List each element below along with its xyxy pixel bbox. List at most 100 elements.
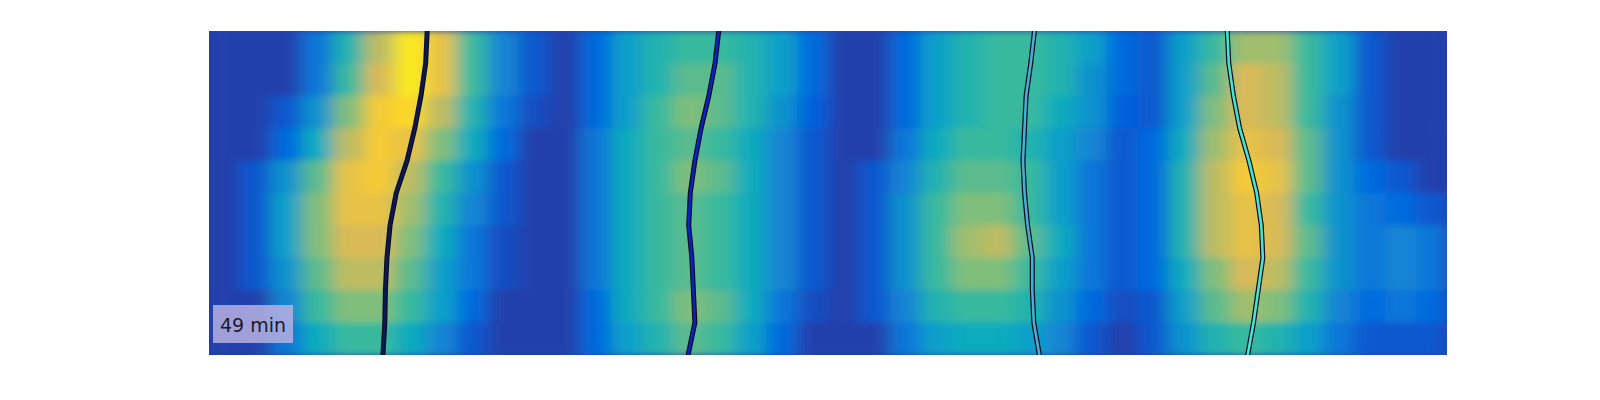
heatmap-cell bbox=[488, 63, 520, 96]
heatmap-cell bbox=[580, 161, 612, 194]
heatmap-cell bbox=[611, 161, 643, 194]
heatmap-cell bbox=[1045, 31, 1077, 64]
heatmap-cell bbox=[580, 31, 612, 64]
heatmap-cell bbox=[1138, 258, 1170, 291]
heatmap-cell bbox=[1292, 290, 1324, 323]
heatmap-cell bbox=[549, 63, 581, 96]
heatmap-cell bbox=[549, 323, 581, 355]
heatmap-cell bbox=[426, 63, 458, 96]
heatmap-cell bbox=[1385, 128, 1417, 161]
heatmap-cell bbox=[519, 161, 551, 194]
heatmap-cell bbox=[1292, 193, 1324, 226]
heatmap-cell bbox=[1261, 225, 1293, 258]
heatmap-cell bbox=[580, 63, 612, 96]
heatmap-cell bbox=[952, 96, 984, 129]
heatmap-cell bbox=[209, 96, 241, 129]
heatmap-cell bbox=[1168, 258, 1200, 291]
heatmap-cell bbox=[766, 225, 798, 258]
heatmap-cell bbox=[766, 96, 798, 129]
heatmap-cell bbox=[1385, 258, 1417, 291]
heatmap-cell bbox=[921, 96, 953, 129]
heatmap-cell bbox=[766, 290, 798, 323]
heatmap-cell bbox=[828, 193, 860, 226]
heatmap-cell bbox=[1354, 128, 1386, 161]
heatmap-cell bbox=[457, 258, 489, 291]
heatmap-cell bbox=[735, 258, 767, 291]
heatmap-cell bbox=[859, 323, 891, 355]
heatmap-cell bbox=[704, 258, 736, 291]
heatmap-cell bbox=[1199, 96, 1231, 129]
heatmap-cell bbox=[426, 128, 458, 161]
heatmap-cell bbox=[859, 193, 891, 226]
heatmap-cell bbox=[611, 258, 643, 291]
heatmap-cell bbox=[735, 323, 767, 355]
heatmap-cell bbox=[828, 161, 860, 194]
heatmap-cell bbox=[735, 161, 767, 194]
heatmap-cell bbox=[549, 128, 581, 161]
heatmap-cell bbox=[983, 290, 1015, 323]
heatmap-cell bbox=[333, 63, 365, 96]
heatmap-cell bbox=[395, 225, 427, 258]
heatmap-cell bbox=[519, 31, 551, 64]
heatmap-cell bbox=[240, 63, 272, 96]
heatmap-cell bbox=[1261, 193, 1293, 226]
heatmap-cell bbox=[333, 290, 365, 323]
heatmap-cell bbox=[983, 193, 1015, 226]
heatmap-cell bbox=[983, 161, 1015, 194]
heatmap-cell bbox=[1045, 290, 1077, 323]
heatmap-cell bbox=[271, 193, 303, 226]
heatmap-cell bbox=[240, 258, 272, 291]
heatmap-cell bbox=[209, 161, 241, 194]
heatmap-cell bbox=[1323, 258, 1355, 291]
heatmap-cell bbox=[1323, 128, 1355, 161]
heatmap-cell bbox=[1107, 96, 1139, 129]
heatmap-cell bbox=[1416, 161, 1447, 194]
heatmap-cell bbox=[488, 323, 520, 355]
heatmap-cell bbox=[983, 323, 1015, 355]
heatmap-cell bbox=[921, 128, 953, 161]
heatmap-cell bbox=[549, 225, 581, 258]
heatmap-cell bbox=[1385, 290, 1417, 323]
heatmap-cell bbox=[1168, 96, 1200, 129]
heatmap-cell bbox=[642, 323, 674, 355]
heatmap-cell bbox=[735, 193, 767, 226]
heatmap-cell bbox=[519, 63, 551, 96]
heatmap-cell bbox=[797, 128, 829, 161]
heatmap-cell bbox=[271, 63, 303, 96]
heatmap-cell bbox=[642, 63, 674, 96]
heatmap-cell bbox=[209, 193, 241, 226]
heatmap-cell bbox=[1323, 323, 1355, 355]
trace-line bbox=[1227, 31, 1263, 355]
heatmap-cell bbox=[302, 225, 334, 258]
heatmap-cell bbox=[302, 290, 334, 323]
heatmap-cell bbox=[1107, 193, 1139, 226]
plot-area bbox=[209, 31, 1447, 355]
heatmap-cell bbox=[890, 258, 922, 291]
heatmap-cell bbox=[1168, 128, 1200, 161]
heatmap-cell bbox=[828, 290, 860, 323]
heatmap-cell bbox=[983, 31, 1015, 64]
heatmap-cell bbox=[1107, 63, 1139, 96]
heatmap-cell bbox=[1045, 323, 1077, 355]
heatmap-cell bbox=[1107, 258, 1139, 291]
heatmap-cell bbox=[797, 31, 829, 64]
heatmap-cell bbox=[457, 31, 489, 64]
heatmap-cell bbox=[890, 323, 922, 355]
heatmap-cell bbox=[797, 258, 829, 291]
heatmap-cell bbox=[488, 31, 520, 64]
heatmap-cell bbox=[642, 290, 674, 323]
heatmap-cell bbox=[921, 31, 953, 64]
heatmap-cell bbox=[426, 161, 458, 194]
trace-line bbox=[688, 31, 719, 355]
heatmap-cell bbox=[859, 63, 891, 96]
heatmap-cell bbox=[1076, 193, 1108, 226]
heatmap-cell bbox=[704, 128, 736, 161]
heatmap-cell bbox=[426, 193, 458, 226]
heatmap-cell bbox=[735, 63, 767, 96]
heatmap-cell bbox=[1045, 63, 1077, 96]
heatmap-cell bbox=[1045, 161, 1077, 194]
heatmap-cell bbox=[580, 290, 612, 323]
heatmap-cell bbox=[333, 258, 365, 291]
heatmap-cell bbox=[488, 225, 520, 258]
heatmap-cell bbox=[1354, 63, 1386, 96]
